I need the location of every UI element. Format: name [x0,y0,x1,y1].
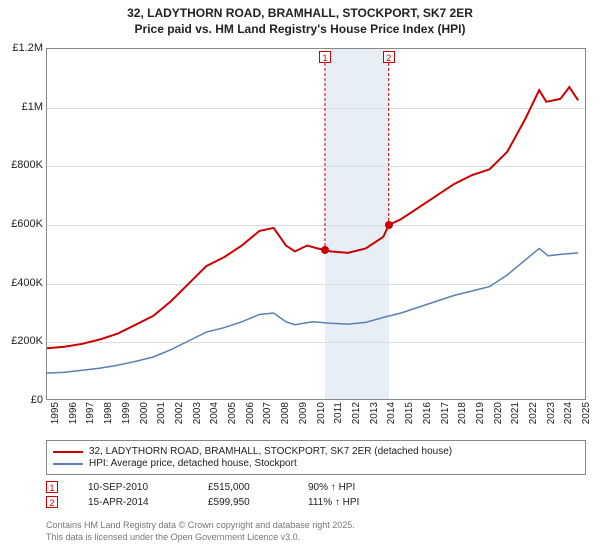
xtick-label: 2023 [546,402,557,430]
xtick-label: 2013 [369,402,380,430]
xtick-label: 2021 [510,402,521,430]
footer: Contains HM Land Registry data © Crown c… [46,520,355,543]
xtick-label: 2012 [351,402,362,430]
xtick-label: 2015 [404,402,415,430]
xtick-label: 1997 [85,402,96,430]
ytick-label: £400K [3,277,43,289]
xtick-label: 2016 [422,402,433,430]
legend-label: HPI: Average price, detached house, Stoc… [89,458,297,469]
series-hpi [47,248,578,373]
chart-container: 32, LADYTHORN ROAD, BRAMHALL, STOCKPORT,… [0,0,600,560]
xtick-label: 2008 [280,402,291,430]
sales-date: 15-APR-2014 [88,497,208,508]
xtick-label: 2014 [386,402,397,430]
series-price_paid [47,87,578,348]
ytick-label: £0 [3,394,43,406]
sales-pct: 90% ↑ HPI [308,482,458,493]
xtick-label: 2011 [333,402,344,430]
xtick-label: 2002 [174,402,185,430]
sales-table: 1 10-SEP-2010£515,00090% ↑ HPI 2 15-APR-201… [46,478,586,511]
sales-marker-icon: 2 [46,496,58,508]
sale-dot-2 [385,221,393,229]
xtick-label: 2024 [563,402,574,430]
sales-price: £515,000 [208,482,308,493]
xtick-label: 2018 [457,402,468,430]
xtick-label: 2001 [156,402,167,430]
xtick-label: 1995 [50,402,61,430]
xtick-label: 2020 [493,402,504,430]
ytick-label: £800K [3,159,43,171]
sale-marker-1: 1 [319,51,331,63]
xtick-label: 2003 [192,402,203,430]
xtick-label: 2025 [581,402,592,430]
xtick-label: 2000 [139,402,150,430]
legend-label: 32, LADYTHORN ROAD, BRAMHALL, STOCKPORT,… [89,446,452,457]
xtick-label: 2005 [227,402,238,430]
xtick-label: 1998 [103,402,114,430]
sales-pct: 111% ↑ HPI [308,497,458,508]
ytick-label: £600K [3,218,43,230]
title-line2: Price paid vs. HM Land Registry's House … [0,22,600,38]
xtick-label: 1996 [68,402,79,430]
chart-svg [47,49,585,399]
sales-row: 1 10-SEP-2010£515,00090% ↑ HPI [46,481,586,493]
ytick-label: £1M [3,101,43,113]
xtick-label: 2004 [209,402,220,430]
footer-line1: Contains HM Land Registry data © Crown c… [46,520,355,532]
xtick-label: 2017 [440,402,451,430]
xtick-label: 2019 [475,402,486,430]
ytick-label: £200K [3,335,43,347]
title-line1: 32, LADYTHORN ROAD, BRAMHALL, STOCKPORT,… [0,6,600,22]
sales-price: £599,950 [208,497,308,508]
sales-marker-icon: 1 [46,481,58,493]
xtick-label: 2010 [316,402,327,430]
xtick-label: 2007 [262,402,273,430]
xtick-label: 2006 [245,402,256,430]
xtick-label: 2022 [528,402,539,430]
sale-marker-2: 2 [383,51,395,63]
sale-dot-1 [321,246,329,254]
legend: 32, LADYTHORN ROAD, BRAMHALL, STOCKPORT,… [46,440,586,475]
legend-row: 32, LADYTHORN ROAD, BRAMHALL, STOCKPORT,… [53,446,579,457]
chart-plot-area: 12 [46,48,586,400]
legend-row: HPI: Average price, detached house, Stoc… [53,458,579,469]
sales-date: 10-SEP-2010 [88,482,208,493]
title-block: 32, LADYTHORN ROAD, BRAMHALL, STOCKPORT,… [0,0,600,37]
ytick-label: £1.2M [3,42,43,54]
xtick-label: 1999 [121,402,132,430]
legend-swatch [53,463,83,465]
legend-swatch [53,451,83,453]
xtick-label: 2009 [298,402,309,430]
sales-row: 2 15-APR-2014£599,950111% ↑ HPI [46,496,586,508]
footer-line2: This data is licensed under the Open Gov… [46,532,355,544]
